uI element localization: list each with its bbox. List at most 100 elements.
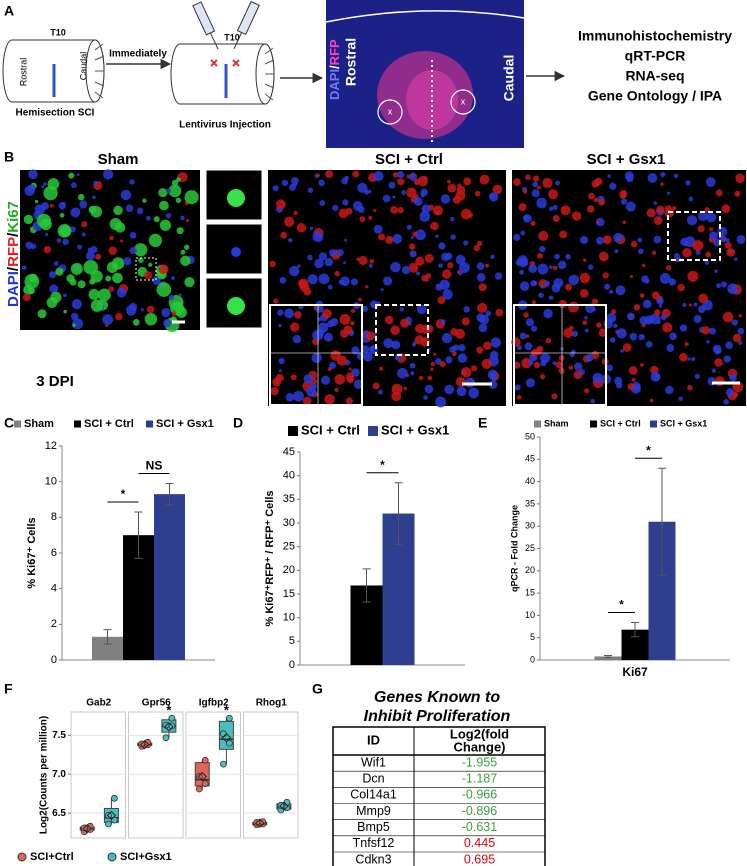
cell xyxy=(373,224,383,234)
cell xyxy=(125,305,137,316)
y-tick-label: 15 xyxy=(283,588,295,600)
cell xyxy=(531,189,540,198)
y-tick-label: 2 xyxy=(51,618,57,630)
cell xyxy=(297,264,301,268)
cell xyxy=(114,222,126,233)
cell xyxy=(108,246,118,256)
cell xyxy=(582,320,588,326)
legend-label: SCI + Gsx1 xyxy=(381,422,449,437)
cell xyxy=(180,255,191,267)
cell xyxy=(593,197,599,203)
cell xyxy=(478,323,488,333)
y-axis-label: Log2(Counts per million) xyxy=(39,716,50,834)
mean xyxy=(106,810,117,821)
cell xyxy=(628,366,638,375)
stain-part: DAPI xyxy=(5,271,22,307)
cell xyxy=(485,263,489,268)
cell xyxy=(521,357,532,369)
cell xyxy=(392,233,403,244)
cell xyxy=(231,247,241,257)
cell xyxy=(412,231,418,237)
cell xyxy=(524,174,531,181)
cell xyxy=(288,237,293,243)
cell xyxy=(525,378,536,388)
cell xyxy=(175,197,182,204)
table-cell: -1.187 xyxy=(462,772,497,786)
cell xyxy=(397,206,404,214)
cell xyxy=(363,351,373,362)
cell xyxy=(427,375,433,381)
cell xyxy=(602,272,609,279)
cell xyxy=(409,250,417,258)
legend-swatch xyxy=(17,852,27,862)
cell xyxy=(679,352,688,362)
cell xyxy=(685,180,691,186)
cell xyxy=(423,337,427,341)
cell xyxy=(293,390,304,402)
cell xyxy=(641,275,649,283)
cell xyxy=(522,215,529,221)
legend-swatch xyxy=(368,426,378,436)
cell xyxy=(145,215,151,221)
cell xyxy=(378,389,384,395)
cell xyxy=(463,306,470,313)
cell xyxy=(435,234,439,238)
cell xyxy=(409,172,418,181)
cell xyxy=(477,302,488,314)
cell xyxy=(390,325,400,336)
significance-label: * xyxy=(380,458,385,472)
cell xyxy=(587,205,595,213)
cell xyxy=(115,312,123,321)
y-tick-label: 5 xyxy=(530,632,535,642)
cell xyxy=(614,376,623,385)
cell xyxy=(28,169,38,180)
legend-swatch xyxy=(74,420,81,428)
cell xyxy=(102,314,114,325)
cell xyxy=(673,253,680,260)
cell xyxy=(584,328,589,333)
cell xyxy=(168,294,175,301)
cell xyxy=(70,262,83,275)
crosshair xyxy=(270,305,362,405)
cell xyxy=(559,230,568,239)
cell xyxy=(528,264,538,273)
cell xyxy=(180,249,186,255)
cell xyxy=(449,216,455,222)
cell xyxy=(48,271,57,279)
cell xyxy=(476,272,486,282)
cell xyxy=(723,398,729,405)
data-point xyxy=(201,780,209,787)
cell xyxy=(513,233,521,241)
cell xyxy=(323,332,333,342)
cell xyxy=(721,204,731,213)
cell xyxy=(290,374,297,381)
cell xyxy=(79,200,88,209)
cell xyxy=(336,355,348,366)
cell xyxy=(419,211,431,222)
cell xyxy=(569,352,575,358)
cell xyxy=(537,253,543,259)
cell xyxy=(62,238,69,246)
y-tick-label: 4 xyxy=(51,583,57,595)
y-tick-label: 0 xyxy=(289,659,295,671)
error-bar xyxy=(362,568,371,603)
cell xyxy=(528,360,534,366)
cell xyxy=(136,207,144,215)
cell xyxy=(70,182,77,189)
cell xyxy=(277,309,284,316)
cell xyxy=(548,265,553,270)
legend-label: SCI+Ctrl xyxy=(30,851,74,863)
cell xyxy=(592,372,603,384)
cell xyxy=(568,365,574,370)
legend-label: Sham xyxy=(24,418,54,430)
cell xyxy=(34,199,39,204)
cell xyxy=(45,232,49,236)
cell xyxy=(645,340,653,348)
cell xyxy=(646,208,656,218)
cell xyxy=(314,258,324,269)
cell xyxy=(116,287,127,298)
y-tick-label: 6 xyxy=(51,547,57,559)
y-tick-label: 7.0 xyxy=(52,769,66,780)
cell xyxy=(563,328,574,338)
significance-label: NS xyxy=(146,459,163,473)
